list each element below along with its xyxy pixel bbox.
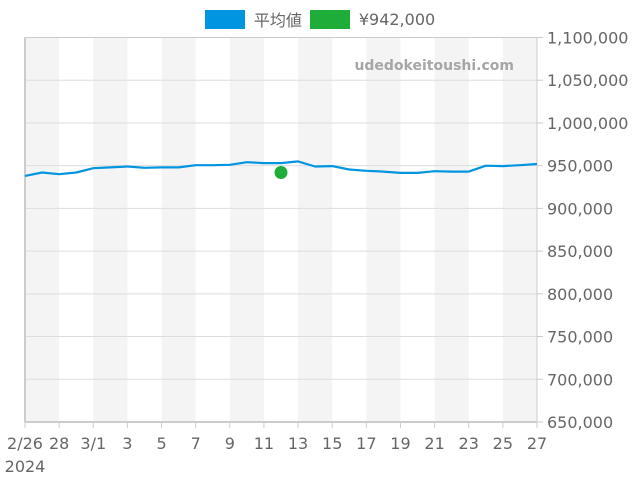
x-tick-label: 9 xyxy=(225,434,235,453)
band xyxy=(93,37,128,422)
series-layer xyxy=(24,160,538,180)
band xyxy=(161,37,196,422)
legend-item-price[interactable]: ¥942,000 xyxy=(309,9,436,29)
x-tick-label: 27 xyxy=(527,434,547,453)
x-tick-label: 28 xyxy=(49,434,69,453)
x-tick-label: 15 xyxy=(322,434,342,453)
y-tick-label: 800,000 xyxy=(547,285,613,304)
x-tick-label: 21 xyxy=(424,434,444,453)
y-tick-label: 1,050,000 xyxy=(547,71,628,90)
alternating-bands xyxy=(25,37,537,422)
x-tick-label: 25 xyxy=(493,434,513,453)
legend-label-price: ¥942,000 xyxy=(358,9,436,29)
y-tick-label: 900,000 xyxy=(547,199,613,218)
legend-swatch-price xyxy=(309,9,350,29)
watermark: udedokeitoushi.com xyxy=(354,58,514,74)
band xyxy=(434,37,469,422)
x-tick-label: 19 xyxy=(390,434,410,453)
x-tick-label: 7 xyxy=(191,434,201,453)
legend-swatch-average xyxy=(204,9,245,29)
price-point[interactable] xyxy=(274,166,288,180)
y-tick-label: 650,000 xyxy=(547,413,613,432)
y-tick-label: 1,000,000 xyxy=(547,114,628,133)
band xyxy=(229,37,264,422)
y-axis: 650,000 700,000 750,000 800,000 850,000 900,0… xyxy=(24,29,628,432)
x-tick-label: 5 xyxy=(156,434,166,453)
y-tick-label: 700,000 xyxy=(547,370,613,389)
x-tick-label: 3 xyxy=(122,434,132,453)
x-tick-label: 3/1 xyxy=(80,434,106,453)
legend: 平均値 ¥942,000 xyxy=(0,8,640,30)
band xyxy=(25,37,60,422)
x-tick-label: 17 xyxy=(356,434,376,453)
x-axis: 2/26 28 3/1 3 5 7 9 11 13 15 17 19 21 23 25 27 2024 xyxy=(5,422,547,476)
y-tick-label: 950,000 xyxy=(547,157,613,176)
y-tick-label: 850,000 xyxy=(547,242,613,261)
band xyxy=(298,37,333,422)
x-tick-label: 11 xyxy=(254,434,274,453)
y-tick-label: 750,000 xyxy=(547,328,613,347)
x-tick-label: 23 xyxy=(459,434,479,453)
legend-label-average: 平均値 xyxy=(253,11,302,30)
y-tick-label: 1,100,000 xyxy=(547,29,628,48)
x-tick-label: 2/26 xyxy=(7,434,43,453)
x-tick-label: 13 xyxy=(288,434,308,453)
band xyxy=(502,37,537,422)
legend-item-average[interactable]: 平均値 xyxy=(204,7,302,31)
average-price-line xyxy=(24,160,538,177)
x-year-label: 2024 xyxy=(5,457,46,476)
band xyxy=(366,37,401,422)
